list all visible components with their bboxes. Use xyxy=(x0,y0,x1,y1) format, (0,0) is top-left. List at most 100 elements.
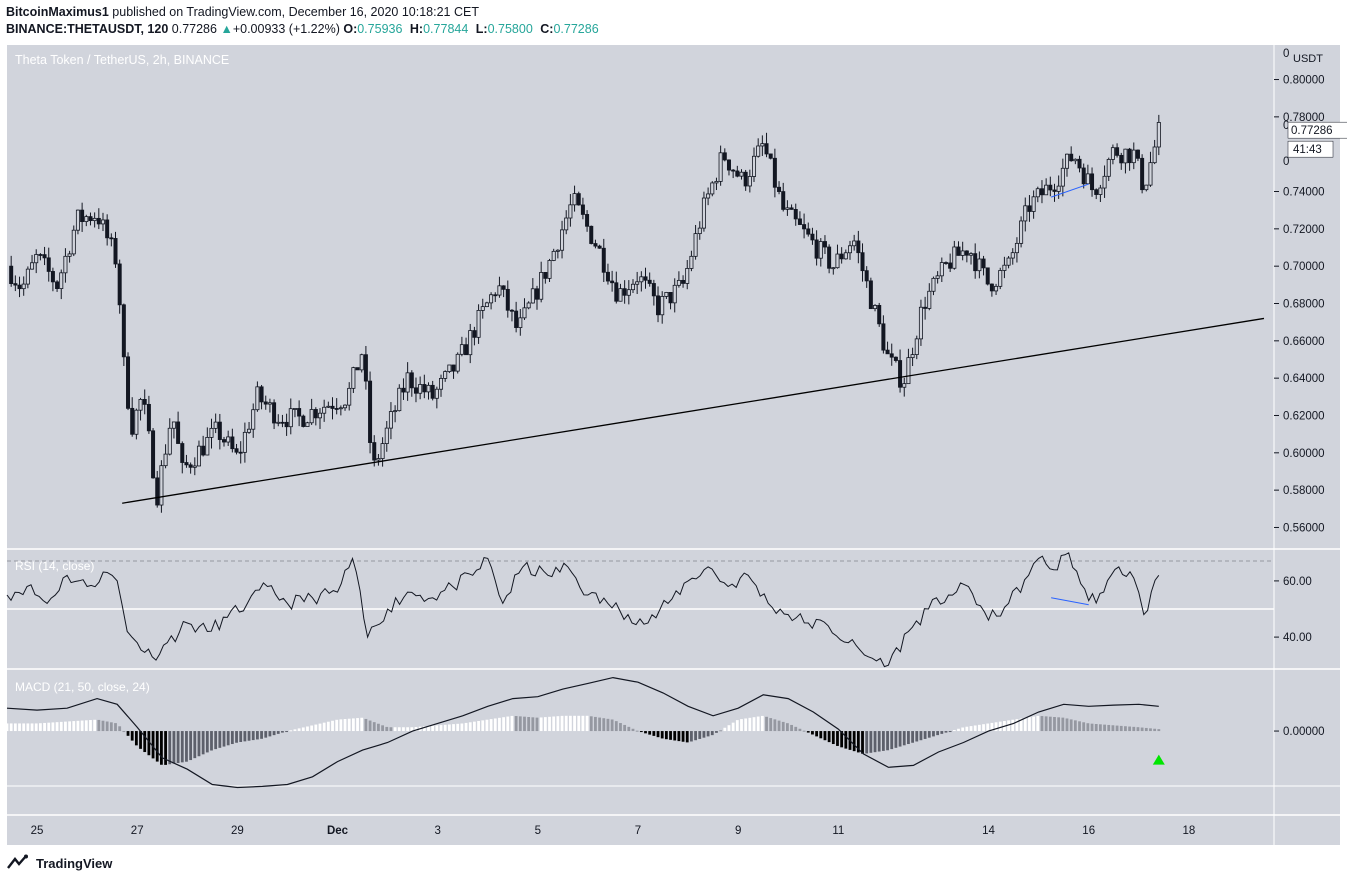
macd-histogram-bar xyxy=(97,719,101,732)
macd-histogram-bar xyxy=(898,731,902,747)
macd-histogram-bar xyxy=(189,731,193,761)
footer-brand[interactable]: TradingView xyxy=(6,854,112,872)
candle-body xyxy=(109,237,114,240)
macd-line xyxy=(6,676,1159,789)
macd-histogram-bar xyxy=(243,731,247,742)
macd-histogram-bar xyxy=(1019,718,1023,732)
candle-body xyxy=(230,436,235,450)
candle-body xyxy=(1090,173,1095,191)
candle-body xyxy=(430,384,435,399)
candle-body xyxy=(1039,188,1044,196)
macd-histogram-bar xyxy=(619,723,622,732)
candle-body xyxy=(38,254,43,256)
author-name[interactable]: BitcoinMaximus1 xyxy=(6,5,109,19)
candle-body xyxy=(989,283,994,292)
price-tick-label: 0.62000 xyxy=(1283,410,1325,422)
macd-histogram-bar xyxy=(318,723,322,732)
macd-histogram-bar xyxy=(160,731,163,765)
candle-body xyxy=(927,290,932,309)
candle-body xyxy=(693,233,698,257)
macd-histogram-bar xyxy=(1111,725,1115,732)
candle-body xyxy=(459,344,464,355)
macd-histogram-bar xyxy=(535,717,539,732)
macd-histogram-bar xyxy=(38,723,42,732)
macd-histogram-bar xyxy=(869,731,873,753)
close-value: 0.77286 xyxy=(553,22,599,36)
candle-body xyxy=(384,427,389,444)
buy-signal-arrow-icon xyxy=(1152,754,1165,765)
macd-histogram-bar xyxy=(1065,718,1069,732)
candle-body xyxy=(852,240,857,247)
macd-histogram-bar xyxy=(1078,721,1081,732)
macd-histogram-bar xyxy=(973,725,977,732)
date-tick-label: 3 xyxy=(434,825,440,837)
candle-body xyxy=(92,217,97,222)
candle-body xyxy=(422,384,427,393)
macd-histogram-bar xyxy=(911,731,914,743)
candle-body xyxy=(46,257,51,272)
macd-histogram-bar xyxy=(790,724,793,732)
candle-body xyxy=(1140,157,1145,191)
candle-body xyxy=(1060,167,1065,187)
macd-histogram-bar xyxy=(577,715,581,732)
macd-histogram-bar xyxy=(1153,728,1157,732)
macd-histogram-bar xyxy=(473,721,476,732)
date-tick-label: 5 xyxy=(535,825,541,837)
candle-body xyxy=(551,250,556,261)
open-label: O: xyxy=(343,22,358,36)
candle-body xyxy=(601,247,606,273)
candle-body xyxy=(368,380,373,443)
publish-info: BitcoinMaximus1 published on TradingView… xyxy=(6,5,479,19)
macd-histogram-bar xyxy=(982,724,985,732)
published-text: published on TradingView.com, December 1… xyxy=(112,5,479,19)
macd-histogram-bar xyxy=(627,726,631,732)
macd-histogram-bar xyxy=(660,731,664,739)
macd-histogram-bar xyxy=(389,727,393,732)
candle-body xyxy=(1035,188,1040,198)
macd-histogram-bar xyxy=(986,723,990,732)
macd-histogram-bar xyxy=(406,727,410,732)
candle-body xyxy=(847,245,852,254)
macd-histogram-bar xyxy=(965,726,969,732)
macd-histogram-bar xyxy=(468,722,472,732)
candle-body xyxy=(1069,153,1074,162)
macd-histogram-bar xyxy=(919,731,923,741)
macd-histogram-bar xyxy=(456,723,460,732)
macd-histogram-bar xyxy=(856,731,860,753)
currency-label: USDT xyxy=(1293,53,1323,65)
macd-histogram-bar xyxy=(1098,724,1102,732)
macd-histogram-bar xyxy=(226,731,230,746)
candle-body xyxy=(731,169,736,172)
candle-body xyxy=(184,462,189,466)
candle-body xyxy=(547,260,552,279)
macd-histogram-bar xyxy=(948,731,952,733)
candle-body xyxy=(672,284,677,304)
candle-body xyxy=(635,281,640,285)
candle-body xyxy=(906,357,911,385)
macd-histogram-bar xyxy=(331,720,334,732)
bar-countdown: 41:43 xyxy=(1293,144,1322,156)
macd-histogram-bar xyxy=(43,722,46,732)
candle-body xyxy=(226,436,231,443)
macd-histogram-bar xyxy=(1090,723,1094,732)
macd-histogram-bar xyxy=(351,718,355,732)
candle-body xyxy=(1123,148,1128,164)
macd-histogram-bar xyxy=(118,726,122,732)
macd-histogram-bar xyxy=(927,731,931,738)
candle-body xyxy=(585,214,590,227)
macd-histogram-bar xyxy=(907,731,910,745)
candle-body xyxy=(768,153,773,159)
candle-body xyxy=(564,217,569,231)
candle-body xyxy=(397,387,402,412)
macd-histogram-bar xyxy=(639,731,643,733)
candle-body xyxy=(234,448,239,453)
macd-histogram-bar xyxy=(452,724,455,732)
macd-histogram-bar xyxy=(164,731,167,765)
macd-histogram-bar xyxy=(710,731,714,736)
macd-histogram-bar xyxy=(464,722,468,732)
macd-histogram-bar xyxy=(130,731,134,741)
macd-histogram-bar xyxy=(101,720,105,732)
countdown-box xyxy=(1287,140,1334,158)
macd-histogram-bar xyxy=(552,716,556,732)
